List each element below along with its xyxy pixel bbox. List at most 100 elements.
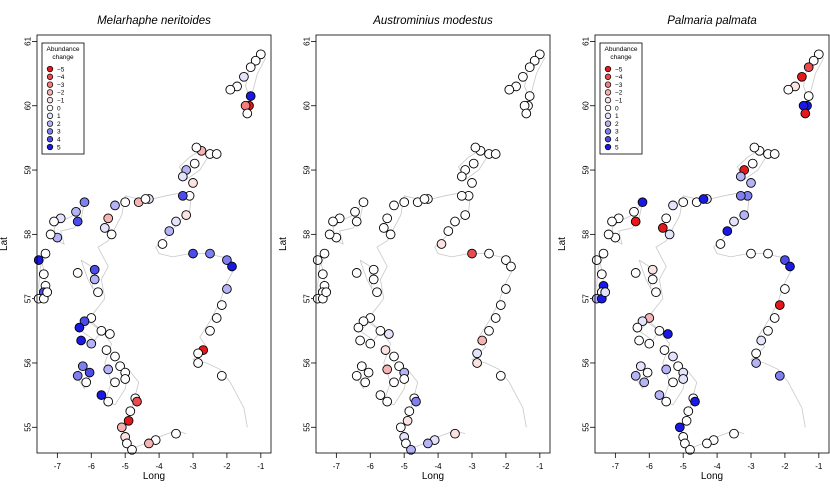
x-axis-label: Long bbox=[143, 471, 165, 482]
site-point bbox=[351, 268, 362, 278]
legend-swatch bbox=[604, 89, 612, 96]
site-point bbox=[674, 422, 685, 433]
site-point bbox=[495, 300, 506, 310]
site-point bbox=[384, 329, 394, 339]
site-point bbox=[205, 325, 215, 336]
legend-label: −2 bbox=[615, 90, 623, 97]
site-point bbox=[101, 345, 112, 355]
site-point bbox=[735, 190, 746, 201]
legend-swatch bbox=[46, 97, 54, 104]
site-point bbox=[385, 229, 396, 240]
site-point bbox=[211, 313, 222, 323]
y-tick-label: 57 bbox=[24, 294, 33, 303]
site-point bbox=[181, 210, 192, 220]
x-axis-label: Long bbox=[701, 471, 723, 482]
legend-label: −3 bbox=[57, 82, 65, 89]
x-tick-label: -3 bbox=[747, 462, 755, 471]
site-point bbox=[144, 438, 154, 449]
coastline-segment bbox=[125, 192, 248, 428]
site-point bbox=[123, 415, 134, 426]
site-point bbox=[657, 223, 668, 233]
legend-label: 2 bbox=[615, 121, 619, 128]
coastline bbox=[317, 54, 546, 451]
site-point bbox=[472, 358, 482, 368]
legend-title: Abundance bbox=[605, 46, 638, 53]
site-point bbox=[103, 396, 114, 407]
y-tick-label: 61 bbox=[582, 36, 591, 45]
y-tick-label: 58 bbox=[582, 229, 591, 238]
site-point bbox=[501, 255, 511, 265]
site-point bbox=[122, 438, 132, 449]
site-point bbox=[467, 178, 477, 188]
legend-label: −3 bbox=[615, 82, 623, 89]
site-point bbox=[227, 261, 237, 272]
site-point bbox=[389, 200, 399, 211]
site-point bbox=[356, 361, 367, 372]
site-point bbox=[365, 338, 376, 349]
site-point bbox=[395, 422, 406, 433]
coastline-segment bbox=[359, 259, 373, 290]
site-point bbox=[630, 268, 641, 278]
site-point bbox=[785, 261, 795, 272]
site-point bbox=[803, 62, 814, 73]
legend-label: −1 bbox=[57, 98, 65, 105]
site-point bbox=[749, 142, 760, 153]
site-point bbox=[668, 377, 678, 388]
site-point bbox=[33, 255, 44, 265]
panel-title: Melarhaphe neritoides bbox=[97, 15, 211, 27]
site-point bbox=[747, 158, 758, 169]
x-tick-label: -4 bbox=[156, 462, 164, 471]
site-point bbox=[205, 248, 215, 259]
site-point bbox=[751, 348, 761, 359]
legend-label: 4 bbox=[615, 137, 619, 144]
data-points bbox=[33, 49, 266, 455]
legend-swatch bbox=[46, 136, 54, 143]
site-point bbox=[735, 171, 746, 182]
site-point bbox=[661, 213, 672, 224]
x-tick-label: -2 bbox=[223, 462, 231, 471]
site-point bbox=[106, 229, 117, 240]
site-point bbox=[240, 100, 251, 111]
x-axis: -7 -6 -5 -4 -3 -2 -1 bbox=[333, 453, 544, 471]
site-point bbox=[769, 313, 780, 323]
site-point bbox=[739, 210, 750, 220]
site-point bbox=[647, 274, 658, 285]
site-point bbox=[681, 415, 692, 426]
site-point bbox=[120, 197, 131, 208]
site-point bbox=[222, 284, 232, 294]
site-point bbox=[637, 316, 648, 327]
site-point bbox=[38, 269, 49, 280]
site-point bbox=[443, 226, 454, 236]
site-point bbox=[372, 287, 382, 298]
site-point bbox=[96, 390, 107, 400]
y-tick-label: 60 bbox=[303, 101, 312, 110]
site-point bbox=[685, 444, 695, 455]
legend-swatch bbox=[46, 104, 54, 112]
site-point bbox=[504, 84, 515, 95]
coastline-segment bbox=[80, 259, 94, 290]
site-point bbox=[49, 216, 59, 227]
site-point bbox=[188, 248, 198, 259]
site-point bbox=[774, 300, 785, 310]
site-point bbox=[86, 338, 97, 349]
y-axis: 55 56 57 58 59 60 61 bbox=[582, 36, 595, 432]
legend-title: change bbox=[610, 54, 632, 61]
site-point bbox=[470, 142, 481, 153]
site-point bbox=[763, 248, 773, 259]
site-point bbox=[132, 396, 142, 407]
legend-label: 0 bbox=[57, 105, 61, 112]
site-point bbox=[456, 190, 467, 201]
site-point bbox=[600, 287, 611, 298]
y-tick-label: 59 bbox=[582, 165, 591, 174]
site-point bbox=[389, 377, 399, 388]
site-point bbox=[419, 194, 430, 204]
y-axis-label: Lat bbox=[557, 237, 568, 251]
legend-label: −4 bbox=[615, 74, 623, 81]
site-point bbox=[411, 396, 421, 407]
x-tick-label: -7 bbox=[612, 462, 620, 471]
site-point bbox=[99, 223, 110, 233]
x-axis-label: Long bbox=[422, 471, 444, 482]
site-point bbox=[216, 300, 227, 310]
site-point bbox=[245, 62, 256, 73]
